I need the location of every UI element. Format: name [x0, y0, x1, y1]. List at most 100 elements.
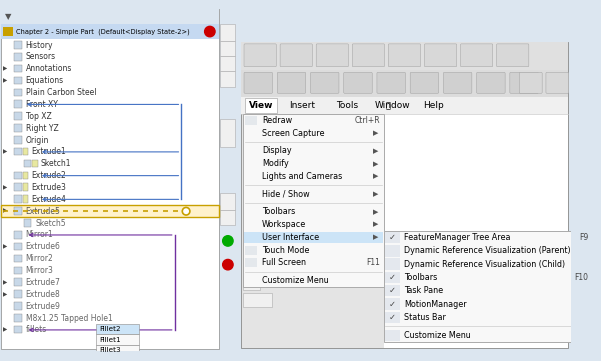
Text: F9: F9	[579, 233, 588, 242]
Bar	[221, 210, 236, 225]
FancyBboxPatch shape	[277, 72, 306, 93]
Text: MotionManager: MotionManager	[404, 300, 467, 309]
Text: Fillet2: Fillet2	[100, 326, 121, 332]
Bar	[14, 243, 22, 251]
Text: Extrude7: Extrude7	[26, 278, 61, 287]
Bar	[385, 232, 400, 243]
Text: Hide / Show: Hide / Show	[262, 190, 310, 199]
Bar	[385, 272, 400, 283]
Text: ✓: ✓	[389, 233, 395, 242]
FancyBboxPatch shape	[496, 44, 529, 67]
Bar	[14, 266, 22, 274]
Bar	[243, 275, 260, 290]
Bar	[241, 70, 568, 97]
Bar	[221, 56, 236, 71]
Bar	[23, 219, 31, 227]
Bar	[14, 100, 22, 108]
Text: Status Bar: Status Bar	[404, 313, 447, 322]
FancyBboxPatch shape	[311, 72, 339, 93]
Bar	[243, 258, 260, 273]
Bar	[14, 124, 22, 132]
FancyBboxPatch shape	[510, 72, 538, 93]
Text: Ctrl+R: Ctrl+R	[354, 116, 380, 125]
Text: Extrude4: Extrude4	[31, 195, 66, 204]
Text: Sketch5: Sketch5	[35, 219, 66, 227]
FancyBboxPatch shape	[460, 44, 493, 67]
Bar	[383, 114, 568, 348]
Text: Help: Help	[423, 101, 444, 110]
Bar	[241, 42, 568, 348]
Text: ▶: ▶	[373, 161, 379, 167]
Text: Modify: Modify	[262, 159, 289, 168]
Bar	[14, 148, 22, 156]
Bar	[14, 278, 22, 286]
Bar	[241, 97, 568, 114]
FancyBboxPatch shape	[280, 44, 313, 67]
Text: ✓: ✓	[389, 286, 395, 295]
Bar	[14, 88, 22, 96]
Bar	[385, 312, 400, 323]
FancyBboxPatch shape	[377, 72, 406, 93]
Text: Screen Capture: Screen Capture	[262, 129, 325, 138]
Text: View: View	[249, 101, 273, 110]
Text: Extrude3: Extrude3	[31, 183, 66, 192]
FancyBboxPatch shape	[424, 44, 457, 67]
Text: Customize Menu: Customize Menu	[404, 331, 471, 340]
Text: Toolbars: Toolbars	[262, 207, 295, 216]
Bar	[221, 119, 236, 147]
Bar	[14, 326, 22, 334]
Bar	[385, 245, 400, 257]
Text: Toolbars: Toolbars	[404, 273, 438, 282]
Text: Sensors: Sensors	[26, 52, 56, 61]
Text: Dynamic Reference Visualization (Child): Dynamic Reference Visualization (Child)	[404, 260, 566, 269]
Bar	[1, 9, 219, 349]
Bar	[243, 293, 272, 307]
Bar	[14, 53, 22, 61]
Text: Top XZ: Top XZ	[26, 112, 52, 121]
FancyBboxPatch shape	[410, 72, 439, 93]
Text: ▶: ▶	[373, 130, 379, 136]
Text: Touch Mode: Touch Mode	[262, 246, 310, 255]
FancyBboxPatch shape	[477, 72, 505, 93]
FancyBboxPatch shape	[352, 44, 385, 67]
Bar	[1, 205, 219, 217]
Text: ▶: ▶	[2, 149, 7, 155]
Text: Origin: Origin	[26, 135, 49, 144]
Bar	[385, 285, 400, 296]
Bar	[14, 65, 22, 72]
Text: ▶: ▶	[2, 280, 7, 285]
Text: F10: F10	[575, 273, 588, 282]
Bar	[241, 42, 568, 70]
FancyBboxPatch shape	[244, 72, 272, 93]
Bar	[3, 27, 13, 36]
Bar	[1, 24, 219, 39]
Bar	[244, 232, 383, 243]
Text: ▶: ▶	[373, 174, 379, 179]
Bar	[383, 231, 593, 342]
Text: ▶: ▶	[2, 292, 7, 297]
Text: ✓: ✓	[389, 300, 395, 309]
Bar	[385, 298, 400, 310]
Bar	[221, 71, 236, 87]
Bar	[243, 114, 383, 287]
Text: Insert: Insert	[290, 101, 316, 110]
Text: ✓: ✓	[389, 273, 395, 282]
Text: Window: Window	[374, 101, 410, 110]
Text: Workspace: Workspace	[262, 220, 307, 229]
Text: Front XY: Front XY	[26, 100, 58, 109]
Bar	[14, 77, 22, 84]
Text: Extrude2: Extrude2	[31, 171, 66, 180]
Bar	[14, 231, 22, 239]
Bar	[14, 302, 22, 310]
FancyBboxPatch shape	[546, 72, 569, 93]
Bar	[96, 324, 139, 334]
Text: F11: F11	[366, 258, 380, 268]
FancyBboxPatch shape	[444, 72, 472, 93]
Bar	[14, 112, 22, 120]
Bar	[245, 258, 257, 268]
Text: ▶: ▶	[373, 234, 379, 240]
Bar	[32, 160, 38, 168]
Text: Fillet3: Fillet3	[100, 347, 121, 353]
Bar	[14, 290, 22, 298]
Text: ▶: ▶	[2, 66, 7, 71]
